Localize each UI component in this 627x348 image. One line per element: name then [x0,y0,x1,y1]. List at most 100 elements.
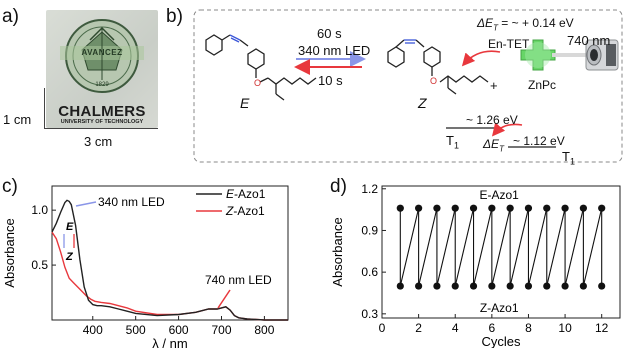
series-line-e-azo1 [51,199,288,321]
data-point-z-azo1 [524,282,533,290]
z-oxygen-atom: O [430,76,437,86]
data-point-e-azo1 [433,204,441,212]
en-tet-label: En-TET [488,37,530,51]
delta-et-bottom-subscript: T [499,144,504,154]
delta-et-top-symbol: ΔE [477,16,494,30]
y-axis-label: Absorbance [330,217,345,286]
x-tick-label: 500 [126,323,146,337]
e-series-label: E-Azo1 [479,188,519,202]
y-tick-label: 0.9 [361,223,378,237]
x-tick-label: 10 [558,321,572,335]
x-tick-label: 400 [83,323,103,337]
cycle-recovery-line [418,208,438,287]
forward-time: 60 s [317,26,342,41]
panel-c-label: c) [2,176,18,197]
data-point-z-azo1 [396,282,404,290]
cycle-recovery-line [454,208,475,287]
e-isomer-label: E [240,95,250,111]
delta-et-top-value: = ~ + 0.14 eV [497,16,574,30]
e-isomer-marker: E [66,221,74,233]
data-point-e-azo1 [543,204,551,212]
x-tick-label: 600 [169,323,189,337]
data-point-e-azo1 [488,204,496,212]
chalmers-logo-photo: AVANCEZ 1829 CHALMERS UNIVERSITY OF TECH… [46,10,158,128]
znpc-cross-icon [520,39,556,71]
data-point-e-azo1 [524,204,533,212]
z-isomer-label: Z [418,95,427,111]
seal-motto: AVANCEZ [81,48,123,57]
data-point-e-azo1 [598,204,606,212]
cycle-recovery-line [564,208,584,287]
data-point-z-azo1 [488,282,496,290]
t1-azo-label: T1 [446,133,459,151]
cycle-recovery-line [491,208,511,287]
data-point-z-azo1 [506,282,514,290]
x-tick-label: 6 [489,321,496,335]
legend-entry-name: -Azo1 [233,204,265,218]
x-tick-label: 800 [254,323,274,337]
t1-azo-energy: ~ 1.26 eV [466,113,518,127]
cycle-recovery-line [399,208,420,287]
height-scale-line [44,88,45,128]
delta-et-top-subscript: T [493,23,498,33]
y-tick-label: 1.2 [361,182,378,196]
t1-znpc-symbol: T [562,149,570,164]
energy-transfer-arrow [461,50,501,67]
data-point-z-azo1 [433,282,441,290]
uv-led-arrow [75,201,97,207]
data-point-e-azo1 [561,204,569,212]
z-isomer-marker: Z [65,251,74,263]
data-point-z-azo1 [451,282,459,290]
laser-device-icon [585,39,619,71]
data-point-e-azo1 [451,204,459,212]
cycle-recovery-line [473,208,493,287]
t1-znpc-label: T1 [562,149,575,167]
x-tick-label: 4 [452,321,459,335]
data-point-z-azo1 [561,282,569,290]
cycle-recovery-line [436,208,456,287]
cycle-recovery-line [509,208,529,287]
e-oxygen-atom: O [254,78,261,88]
legend-entry: E-Azo1 [226,187,266,201]
plot-frame [381,185,621,319]
data-point-z-azo1 [415,282,423,290]
x-axis-label: λ / nm [152,336,187,348]
y-tick-label: 0.6 [361,265,378,279]
uv-led-annotation: 340 nm LED [98,195,165,209]
forward-light-source: 340 nm LED [298,43,371,58]
legend-entry-isomer: Z [225,204,234,218]
e-azobenzene-structure [205,34,317,101]
sensitizer-label: ZnPc [528,78,557,92]
data-point-e-azo1 [506,204,514,212]
legend-entry: Z-Azo1 [225,204,265,218]
z-series-label: Z-Azo1 [480,301,519,315]
logo-subtitle: UNIVERSITY OF TECHNOLOGY [60,119,144,125]
t1-znpc-energy: ~ 1.12 eV [513,134,565,148]
t1-znpc-subscript: 1 [569,156,575,167]
cycle-recovery-line [582,208,603,287]
panel-d-label: d) [330,176,347,197]
nir-led-arrow [217,289,231,309]
x-axis-label: Cycles [481,334,521,348]
delta-et-arrow [491,122,523,137]
height-scale-label: 1 cm [3,112,32,127]
cycling-chart: 0 2 4 6 8 10 12 0.3 0.6 0.9 1.2 Cycles Absorbance E-A… [330,182,621,348]
panel-b-label: b) [166,6,183,27]
x-tick-label: 2 [415,321,422,335]
data-point-z-azo1 [579,282,587,290]
seal-year: 1829 [95,82,109,88]
data-point-e-azo1 [396,204,404,212]
delta-et-bottom-symbol: ΔE [483,137,500,151]
data-point-e-azo1 [579,204,587,212]
plot-frame [51,185,289,321]
panel-b-scheme: O O [193,9,623,163]
width-scale-line [44,128,158,129]
chalmers-seal-icon [60,19,144,93]
nir-led-annotation: 740 nm LED [205,273,272,287]
data-point-z-azo1 [543,282,551,290]
data-point-e-azo1 [469,204,478,212]
width-scale-label: 3 cm [84,134,113,149]
data-point-z-azo1 [469,282,478,290]
logo-name: CHALMERS [58,103,146,120]
